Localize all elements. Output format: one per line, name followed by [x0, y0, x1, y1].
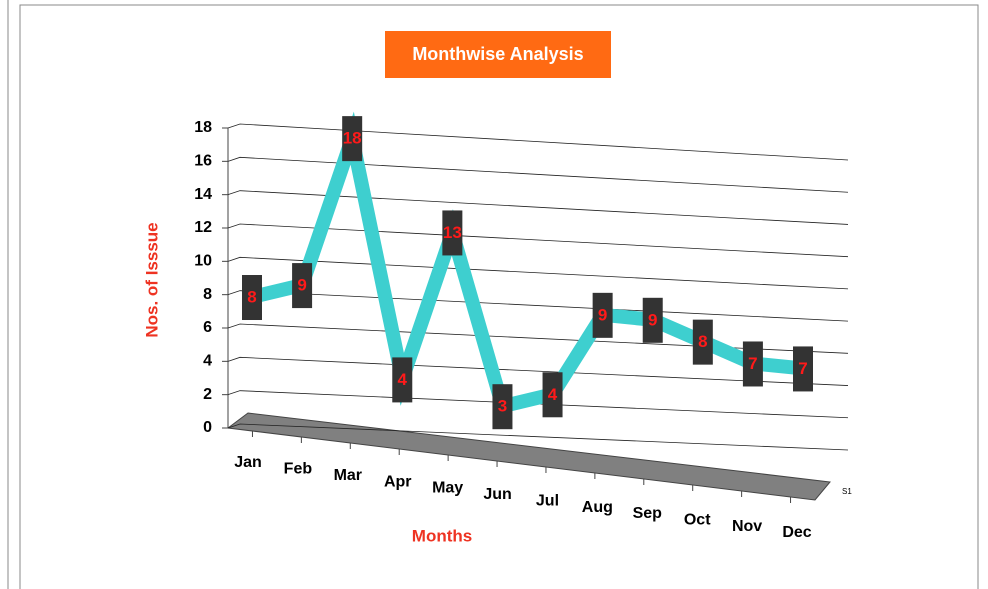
- x-tick-label: Feb: [284, 461, 313, 478]
- floor: [226, 412, 831, 501]
- y-tick-label: 4: [203, 353, 212, 370]
- data-label: 4: [398, 370, 408, 389]
- grid-line: [227, 356, 849, 386]
- title-box: [385, 31, 611, 78]
- data-label-box: [392, 357, 413, 403]
- x-tick-label: Jan: [234, 454, 262, 471]
- y-tick-label: 16: [194, 153, 212, 170]
- y-axis-label: Nos. of Isssue: [142, 222, 161, 337]
- x-tick-label: Oct: [684, 511, 711, 528]
- data-label: 3: [498, 397, 507, 416]
- data-label: 4: [548, 385, 558, 404]
- data-label-box: [592, 292, 613, 338]
- grid-line: [227, 156, 849, 193]
- x-tick-label: Jul: [536, 492, 559, 509]
- grid-line: [227, 123, 849, 161]
- data-label-box: [542, 372, 563, 418]
- data-label-box: [342, 116, 363, 162]
- grid-line: [227, 223, 849, 258]
- y-tick-label: 2: [203, 386, 212, 403]
- data-label-box: [642, 297, 663, 343]
- y-tick-label: 10: [194, 253, 212, 270]
- x-axis-label: Months: [412, 526, 472, 545]
- y-tick-label: 8: [203, 286, 212, 303]
- chart-title: Monthwise Analysis: [412, 44, 583, 64]
- x-tick-label: Dec: [782, 524, 811, 541]
- data-label: 7: [748, 354, 757, 373]
- data-label-box: [793, 346, 813, 392]
- data-label: 8: [247, 287, 256, 306]
- grid-line: [227, 323, 849, 354]
- grid-line: [227, 190, 849, 225]
- data-label-box: [442, 210, 463, 256]
- data-label-box: [242, 275, 262, 321]
- y-tick-label: 14: [194, 186, 212, 203]
- grid-line: [227, 423, 849, 451]
- x-tick-label: Mar: [334, 467, 362, 484]
- data-label: 9: [297, 276, 306, 295]
- data-label-box: [292, 263, 313, 309]
- x-tick-label: May: [432, 480, 463, 497]
- x-tick-label: Jun: [483, 486, 511, 503]
- data-label-box: [742, 341, 763, 387]
- data-label: 9: [598, 305, 607, 324]
- x-tick-label: Nov: [732, 518, 762, 535]
- data-label: 8: [698, 332, 707, 351]
- grid-line: [227, 390, 849, 419]
- grid-line: [227, 256, 849, 290]
- series-name: S1: [842, 487, 852, 496]
- data-label: 9: [648, 310, 657, 329]
- y-tick-label: 12: [194, 219, 212, 236]
- x-tick-label: Aug: [582, 499, 613, 516]
- x-tick-label: Apr: [384, 473, 412, 490]
- data-label-box: [692, 319, 713, 365]
- data-label-box: [492, 384, 513, 430]
- y-tick-label: 18: [194, 119, 212, 136]
- data-label: 7: [798, 359, 807, 378]
- data-label: 18: [343, 129, 362, 148]
- y-tick-label: 6: [203, 319, 212, 336]
- data-label: 13: [443, 223, 462, 242]
- x-tick-label: Sep: [633, 505, 663, 522]
- y-tick-label: 0: [203, 419, 212, 436]
